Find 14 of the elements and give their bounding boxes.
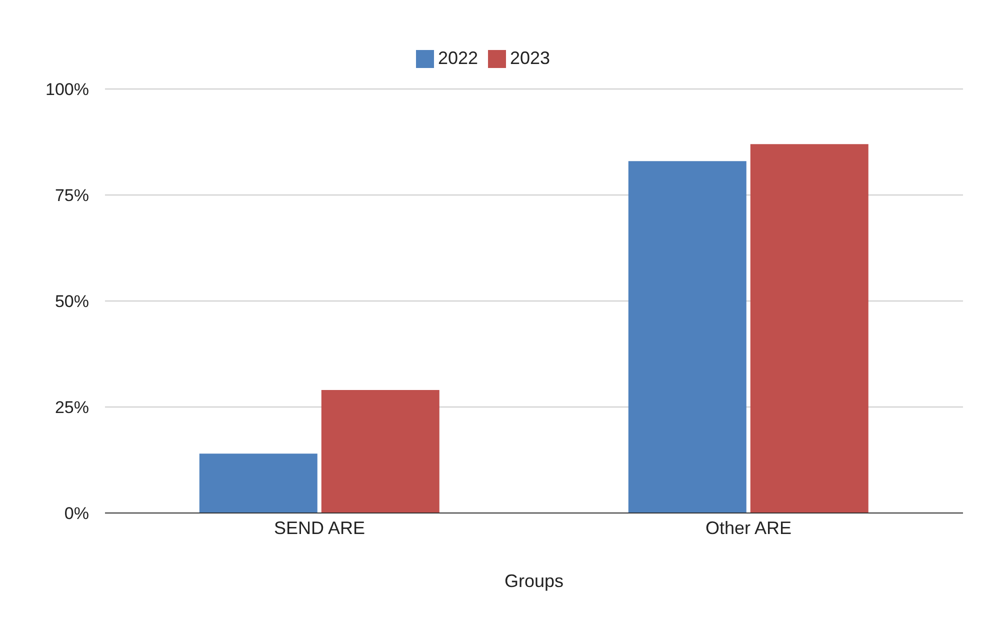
y-tick-label: 100% <box>46 80 89 100</box>
y-tick-label: 0% <box>64 504 89 524</box>
x-axis-title: Groups <box>504 571 564 591</box>
bar <box>628 161 746 513</box>
legend-label: 2023 <box>510 48 550 68</box>
y-tick-label: 25% <box>54 398 89 418</box>
bar <box>750 144 868 513</box>
y-tick-label: 50% <box>54 292 89 312</box>
bar <box>321 390 440 513</box>
x-tick-label: Other ARE <box>705 518 792 538</box>
bar <box>199 454 318 513</box>
x-tick-label: SEND ARE <box>274 518 366 538</box>
legend-label: 2022 <box>438 48 478 68</box>
y-tick-label: 75% <box>54 186 89 206</box>
